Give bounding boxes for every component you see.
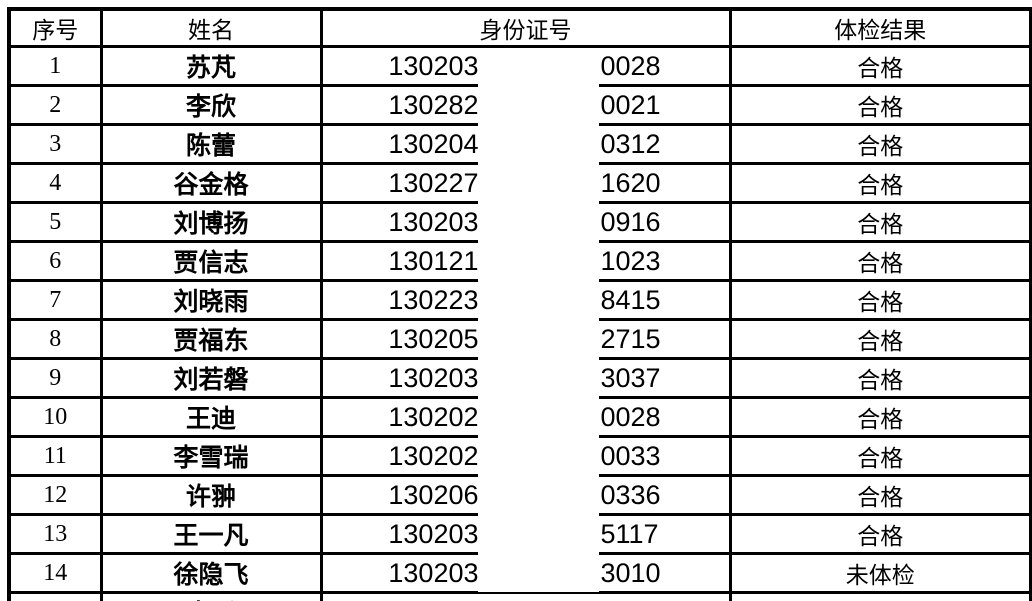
id-prefix: 130202: [388, 440, 479, 471]
id-suffix: 0916: [600, 206, 661, 237]
id-suffix: 3010: [600, 557, 661, 588]
id-suffix: 1023: [600, 245, 661, 276]
id-prefix: 130203: [388, 362, 479, 393]
header-exam-result: 体检结果: [728, 7, 1032, 48]
serial-cell: 2: [7, 84, 103, 126]
result-cell: 合格: [728, 318, 1032, 360]
name-cell: 李雪瑞: [99, 435, 323, 477]
table-row: 8 贾福东 130205 2715 合格: [7, 318, 1032, 360]
name-cell: 刘晓雨: [99, 279, 323, 321]
id-suffix: 3037: [600, 362, 661, 393]
physical-exam-table: 序号 姓名 身份证号 体检结果 1 苏芃 130203 0028 合格 2 李欣 …: [7, 7, 1032, 601]
name-cell: 许翀: [99, 474, 323, 516]
name-cell: 刘若磐: [99, 357, 323, 399]
serial-cell: 13: [7, 513, 103, 555]
id-prefix: 130121: [388, 245, 479, 276]
result-cell: 合格: [728, 279, 1032, 321]
id-prefix: 130203: [388, 206, 479, 237]
name-cell: 苏芃: [99, 45, 323, 87]
table-row: 15 李彤 130206 181X 未体检: [7, 591, 1032, 601]
name-cell: 陈蕾: [99, 123, 323, 165]
result-cell: 未体检: [728, 552, 1032, 594]
id-suffix: 0021: [600, 89, 661, 120]
name-cell: 刘博扬: [99, 201, 323, 243]
serial-cell: 15: [7, 591, 103, 601]
id-suffix: 0028: [600, 401, 661, 432]
id-suffix: 5117: [600, 518, 659, 549]
id-suffix: 0312: [600, 128, 661, 159]
serial-cell: 5: [7, 201, 103, 243]
serial-cell: 8: [7, 318, 103, 360]
table-header-row: 序号 姓名 身份证号 体检结果: [7, 7, 1032, 48]
id-number-privacy-mask: [478, 48, 599, 592]
id-prefix: 130223: [388, 284, 479, 315]
id-prefix: 130204: [388, 128, 479, 159]
id-prefix: 130206: [388, 479, 479, 510]
result-cell: 合格: [728, 513, 1032, 555]
id-suffix: 0028: [600, 50, 661, 81]
result-cell: 合格: [728, 357, 1032, 399]
name-cell: 贾信志: [99, 240, 323, 282]
id-prefix: 130282: [388, 89, 479, 120]
serial-cell: 1: [7, 45, 103, 87]
id-prefix: 130203: [388, 50, 479, 81]
id-suffix: 181X: [601, 598, 729, 601]
id-prefix: 130203: [388, 518, 479, 549]
serial-cell: 6: [7, 240, 103, 282]
header-id-number: 身份证号: [319, 7, 732, 48]
id-suffix: 2715: [600, 323, 661, 354]
id-prefix: 130206: [323, 598, 478, 601]
name-cell: 李欣: [99, 84, 323, 126]
serial-cell: 10: [7, 396, 103, 438]
result-cell: 合格: [728, 45, 1032, 87]
result-cell: 合格: [728, 474, 1032, 516]
id-cell: 130206 181X: [319, 591, 732, 601]
serial-cell: 11: [7, 435, 103, 477]
id-suffix: 1620: [600, 167, 661, 198]
result-cell: 合格: [728, 123, 1032, 165]
id-suffix: 0336: [600, 479, 661, 510]
result-cell: 合格: [728, 396, 1032, 438]
name-cell: 李彤: [99, 591, 323, 601]
result-cell: 合格: [728, 435, 1032, 477]
serial-cell: 9: [7, 357, 103, 399]
name-cell: 贾福东: [99, 318, 323, 360]
table-row: 9 刘若磐 130203 3037 合格: [7, 357, 1032, 399]
header-serial: 序号: [7, 7, 103, 48]
serial-cell: 7: [7, 279, 103, 321]
name-cell: 王一凡: [99, 513, 323, 555]
name-cell: 王迪: [99, 396, 323, 438]
header-name: 姓名: [99, 7, 323, 48]
id-prefix: 130205: [388, 323, 479, 354]
id-suffix: 0033: [600, 440, 661, 471]
result-cell: 未体检: [728, 591, 1032, 601]
name-cell: 徐隐飞: [99, 552, 323, 594]
id-prefix: 130227: [388, 167, 479, 198]
result-cell: 合格: [728, 201, 1032, 243]
id-prefix: 130203: [388, 557, 479, 588]
result-cell: 合格: [728, 162, 1032, 204]
serial-cell: 14: [7, 552, 103, 594]
id-prefix: 130202: [388, 401, 479, 432]
serial-cell: 4: [7, 162, 103, 204]
serial-cell: 12: [7, 474, 103, 516]
id-suffix: 8415: [600, 284, 661, 315]
result-cell: 合格: [728, 84, 1032, 126]
table-row: 2 李欣 130282 0021 合格: [7, 84, 1032, 126]
name-cell: 谷金格: [99, 162, 323, 204]
serial-cell: 3: [7, 123, 103, 165]
result-cell: 合格: [728, 240, 1032, 282]
